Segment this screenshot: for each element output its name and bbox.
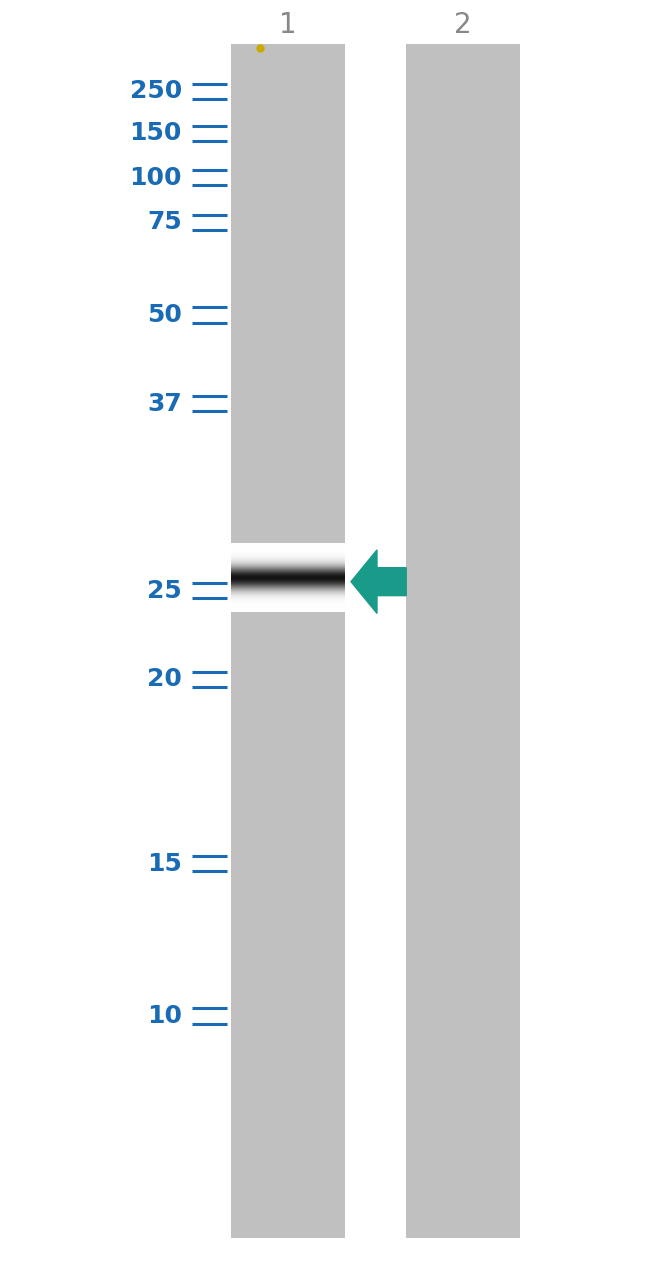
Text: 100: 100 <box>129 166 182 189</box>
Text: 37: 37 <box>148 392 182 415</box>
Text: 50: 50 <box>147 304 182 326</box>
Text: 20: 20 <box>147 668 182 691</box>
Text: 2: 2 <box>454 11 472 39</box>
Text: 250: 250 <box>130 80 182 103</box>
Bar <box>406 44 520 1238</box>
Text: 1: 1 <box>279 11 296 39</box>
Text: 10: 10 <box>147 1005 182 1027</box>
Text: 25: 25 <box>148 579 182 602</box>
Bar <box>231 44 344 1238</box>
Text: 150: 150 <box>129 122 182 145</box>
Text: 15: 15 <box>147 852 182 875</box>
Text: 75: 75 <box>148 211 182 234</box>
FancyArrow shape <box>351 550 406 613</box>
